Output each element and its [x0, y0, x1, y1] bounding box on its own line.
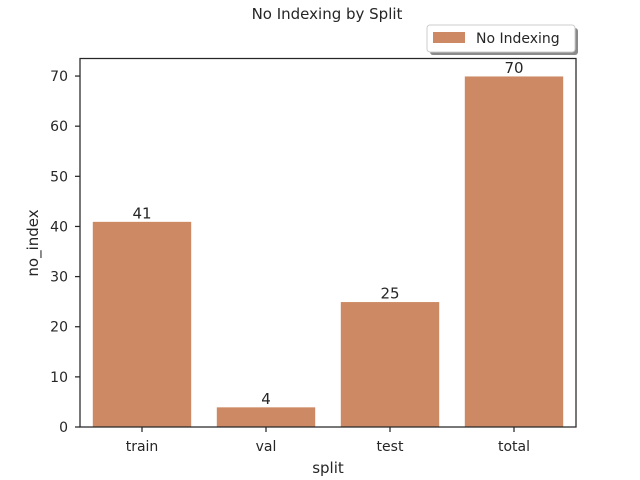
plot-area: 41 4 25 70	[79, 57, 577, 428]
x-tick-label-val: val	[256, 439, 277, 455]
x-axis-title: split	[312, 459, 344, 477]
y-axis: 0 10 20 30 40 50 60 70	[50, 69, 80, 436]
y-tick-label-50: 50	[50, 169, 68, 185]
bar-label-val: 4	[261, 390, 271, 408]
x-axis: train val test total	[126, 427, 530, 455]
bar-test	[339, 301, 440, 428]
plot-frame	[79, 57, 577, 428]
bar-train	[92, 221, 192, 428]
legend-label: No Indexing	[476, 31, 560, 47]
y-axis-title: no_index	[24, 209, 43, 276]
bar-total	[463, 75, 564, 428]
bar-labels: 41 4 25 70	[132, 59, 523, 408]
bar-label-test: 25	[380, 285, 399, 303]
y-tick-label-40: 40	[50, 219, 68, 235]
chart-title: No Indexing by Split	[252, 5, 403, 23]
y-tick-label-30: 30	[50, 270, 68, 286]
bar-label-total: 70	[504, 59, 523, 77]
bar-val	[215, 406, 316, 428]
y-tick-label-20: 20	[50, 320, 68, 336]
y-tick-label-60: 60	[50, 119, 68, 135]
y-tick-label-0: 0	[59, 420, 68, 436]
bar-label-train: 41	[132, 204, 151, 222]
x-tick-label-total: total	[498, 439, 530, 455]
legend-swatch	[433, 32, 465, 43]
x-tick-label-train: train	[126, 439, 159, 455]
legend: No Indexing	[426, 24, 578, 55]
bars	[92, 75, 564, 428]
y-tick-label-70: 70	[50, 69, 68, 85]
legend-box	[426, 24, 576, 53]
y-tick-label-10: 10	[50, 370, 68, 386]
x-tick-label-test: test	[377, 439, 404, 455]
